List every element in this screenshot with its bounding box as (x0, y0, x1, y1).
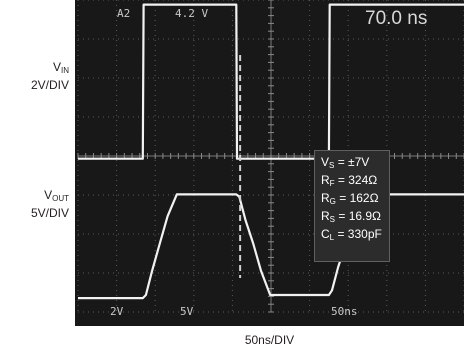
vin-axis-label: VIN 2V/DIV (0, 60, 69, 92)
condition-rf-value: = 324Ω (334, 173, 378, 187)
condition-rs-value: = 16.9Ω (335, 209, 382, 223)
vout-label-sub: OUT (52, 194, 69, 203)
condition-rf: RF = 324Ω (321, 173, 385, 191)
top-channel-readout: A2 (117, 7, 130, 20)
condition-rf-sub: F (329, 179, 335, 188)
scope-readouts: A2 4.2 V 70.0 ns 2V 5V 50ns (110, 7, 427, 318)
condition-vs: VS = ±7V (321, 155, 385, 173)
condition-rs-main: R (321, 209, 330, 223)
condition-rs: RS = 16.9Ω (321, 209, 385, 227)
condition-cl: CL = 330pF (321, 227, 385, 245)
condition-cl-sub: L (329, 233, 335, 242)
vin-scale-label: 2V/DIV (30, 78, 69, 92)
ch1-scale-readout: 2V (110, 305, 124, 318)
condition-vs-main: V (321, 155, 330, 169)
trace-vin (78, 3, 464, 160)
condition-rg-sub: G (329, 197, 336, 206)
oscilloscope-plot: A2 4.2 V 70.0 ns 2V 5V 50ns (77, 0, 464, 318)
test-conditions-box: VS = ±7V RF = 324Ω RG = 162Ω RS = 16.9Ω … (314, 150, 390, 262)
vout-axis-label: VOUT 5V/DIV (0, 188, 69, 220)
condition-cl-value: = 330pF (334, 227, 382, 241)
x-axis-label: 50ns/DIV (244, 333, 295, 347)
top-level-readout: 4.2 V (175, 7, 208, 20)
delta-time-readout: 70.0 ns (365, 8, 427, 29)
ch2-scale-readout: 5V (180, 305, 194, 318)
vin-label-sub: IN (61, 66, 69, 75)
timebase-readout: 50ns (331, 305, 358, 318)
vin-label-main: V (52, 60, 61, 74)
condition-rg: RG = 162Ω (321, 191, 385, 209)
vout-label-main: V (44, 188, 53, 202)
vout-scale-label: 5V/DIV (30, 206, 69, 220)
oscilloscope-screen: A2 4.2 V 70.0 ns 2V 5V 50ns (75, 0, 464, 326)
condition-vs-sub: S (329, 161, 335, 170)
condition-rg-value: = 162Ω (335, 191, 379, 205)
condition-rf-main: R (321, 173, 330, 187)
condition-rg-main: R (321, 191, 330, 205)
condition-rs-sub: S (329, 215, 336, 224)
condition-cl-main: C (321, 227, 330, 241)
graticule (77, 0, 464, 313)
condition-vs-value: = ±7V (334, 155, 370, 169)
